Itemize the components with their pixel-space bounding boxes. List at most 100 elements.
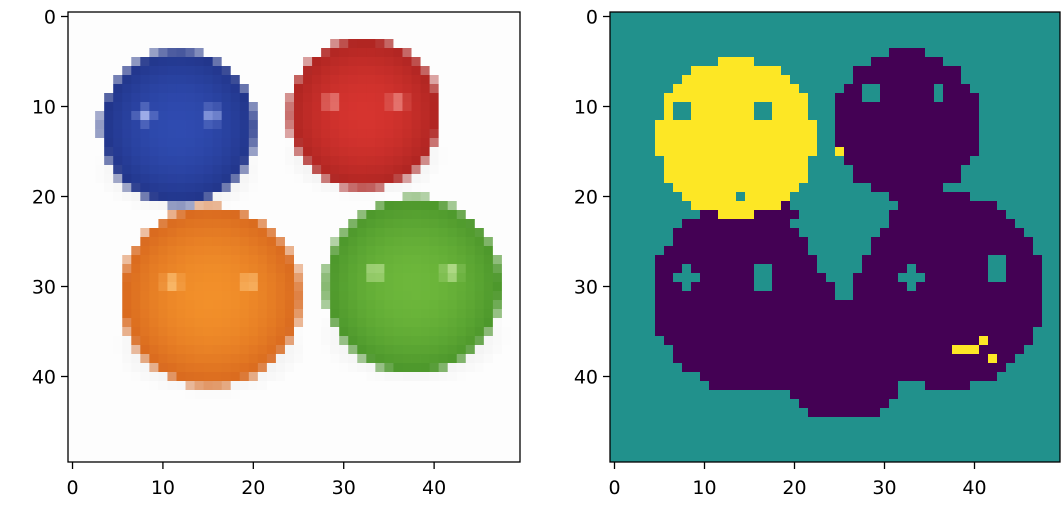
photo-pixel	[122, 300, 132, 310]
photo-pixel	[483, 372, 494, 382]
segmentation-pixel	[682, 417, 692, 427]
photo-pixel	[429, 75, 440, 85]
segmentation-pixel	[691, 390, 701, 400]
segmentation-pixel	[835, 111, 845, 121]
photo-pixel	[357, 264, 367, 274]
segmentation-pixel	[718, 48, 728, 58]
photo-pixel	[131, 219, 141, 229]
segmentation-pixel	[952, 30, 962, 40]
photo-pixel	[312, 174, 322, 184]
photo-pixel	[176, 390, 186, 400]
segmentation-pixel	[673, 129, 683, 139]
segmentation-pixel	[709, 390, 719, 400]
photo-pixel	[438, 363, 449, 373]
segmentation-pixel	[781, 264, 791, 274]
photo-pixel	[375, 354, 385, 364]
photo-pixel	[393, 381, 403, 391]
photo-pixel	[95, 192, 105, 202]
photo-pixel	[402, 93, 412, 103]
photo-pixel	[167, 48, 177, 58]
segmentation-pixel	[799, 120, 809, 130]
segmentation-pixel	[844, 318, 854, 328]
photo-pixel	[95, 219, 105, 229]
photo-pixel	[167, 147, 177, 157]
photo-pixel	[275, 399, 286, 409]
photo-pixel	[375, 57, 385, 67]
photo-pixel	[429, 192, 440, 202]
photo-pixel	[203, 183, 214, 193]
segmentation-pixel	[970, 309, 980, 319]
photo-pixel	[167, 21, 177, 31]
segmentation-pixel	[1015, 165, 1025, 175]
photo-pixel	[501, 363, 512, 373]
photo-pixel	[284, 192, 295, 202]
photo-pixel	[366, 327, 376, 337]
photo-pixel	[167, 336, 177, 346]
photo-pixel	[465, 372, 476, 382]
segmentation-pixel	[754, 120, 764, 130]
photo-pixel	[131, 282, 141, 292]
segmentation-pixel	[970, 228, 980, 238]
segmentation-pixel	[646, 48, 656, 58]
segmentation-pixel	[655, 327, 665, 337]
segmentation-pixel	[754, 66, 764, 76]
segmentation-pixel	[871, 255, 881, 265]
photo-pixel	[330, 390, 340, 400]
photo-pixel	[104, 183, 114, 193]
segmentation-pixel	[772, 426, 782, 436]
segmentation-pixel	[997, 435, 1007, 445]
photo-pixel	[330, 309, 340, 319]
photo-pixel	[104, 57, 114, 67]
photo-pixel	[393, 174, 403, 184]
segmentation-pixel	[979, 165, 989, 175]
segmentation-pixel	[1006, 102, 1016, 112]
segmentation-pixel	[835, 390, 845, 400]
segmentation-pixel	[691, 354, 701, 364]
segmentation-pixel	[853, 444, 863, 454]
photo-pixel	[284, 48, 295, 58]
photo-pixel	[185, 372, 195, 382]
photo-pixel	[384, 426, 394, 436]
photo-pixel	[248, 219, 259, 229]
photo-pixel	[68, 390, 78, 400]
segmentation-pixel	[727, 183, 737, 193]
photo-pixel	[501, 75, 512, 85]
segmentation-pixel	[835, 57, 845, 67]
photo-pixel	[384, 291, 394, 301]
segmentation-pixel	[655, 399, 665, 409]
segmentation-pixel	[997, 390, 1007, 400]
photo-pixel	[176, 93, 186, 103]
photo-pixel	[492, 444, 503, 454]
photo-pixel	[339, 93, 349, 103]
segmentation-pixel	[1051, 327, 1061, 337]
segmentation-pixel	[682, 75, 692, 85]
segmentation-pixel	[745, 390, 755, 400]
photo-pixel	[266, 282, 277, 292]
photo-pixel	[212, 273, 223, 283]
photo-pixel	[257, 444, 268, 454]
segmentation-pixel	[628, 354, 638, 364]
photo-pixel	[402, 282, 412, 292]
segmentation-pixel	[727, 84, 737, 94]
photo-pixel	[104, 300, 114, 310]
segmentation-pixel	[979, 390, 989, 400]
segmentation-pixel	[763, 102, 773, 112]
segmentation-pixel	[880, 309, 890, 319]
segmentation-pixel	[907, 120, 917, 130]
segmentation-pixel	[700, 48, 710, 58]
segmentation-pixel	[790, 291, 800, 301]
photo-pixel	[330, 399, 340, 409]
photo-pixel	[465, 390, 476, 400]
photo-pixel	[140, 417, 150, 427]
segmentation-pixel	[619, 426, 629, 436]
photo-pixel	[203, 381, 214, 391]
segmentation-pixel	[907, 48, 917, 58]
x-tick-label: 20	[241, 477, 265, 499]
segmentation-pixel	[952, 426, 962, 436]
segmentation-pixel	[691, 336, 701, 346]
segmentation-pixel	[961, 282, 971, 292]
segmentation-pixel	[880, 111, 890, 121]
photo-pixel	[420, 390, 430, 400]
photo-pixel	[140, 120, 150, 130]
photo-pixel	[321, 75, 331, 85]
